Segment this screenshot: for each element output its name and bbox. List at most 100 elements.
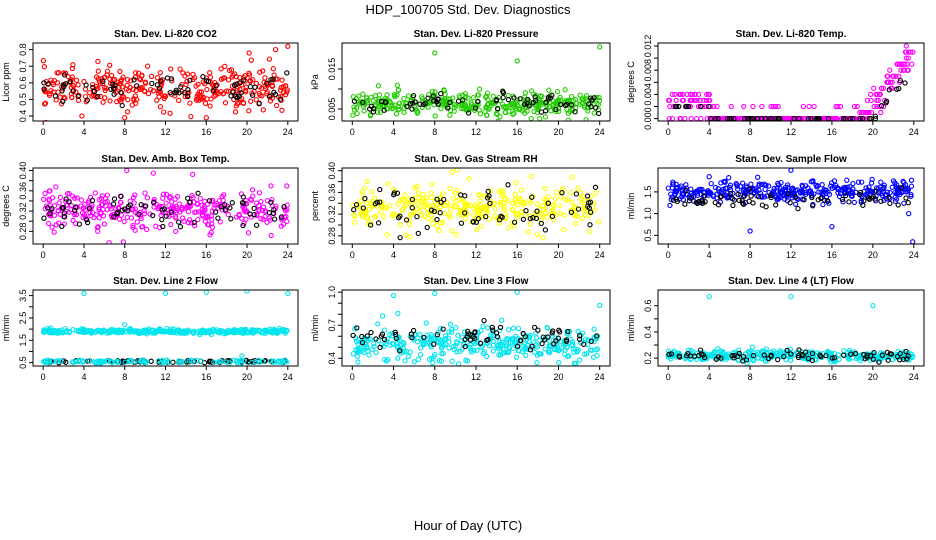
data-point <box>359 339 366 346</box>
chart-panel-6: Stan. Dev. Sample Flow ml/min 0 4 8 12 16 20 24 0… <box>626 154 925 260</box>
data-point <box>127 202 133 208</box>
data-point <box>177 209 183 215</box>
data-point <box>424 205 430 212</box>
data-point <box>477 198 483 204</box>
data-point <box>406 196 412 203</box>
data-point <box>890 73 896 79</box>
data-point <box>241 200 247 207</box>
data-point <box>815 183 821 189</box>
data-point <box>818 354 824 360</box>
data-point <box>45 220 52 227</box>
data-point <box>284 218 290 225</box>
data-point <box>831 184 838 190</box>
data-point <box>714 103 720 110</box>
data-point <box>591 207 598 213</box>
data-point <box>557 329 563 335</box>
data-point <box>81 211 88 218</box>
data-point <box>421 213 428 219</box>
data-point <box>411 359 417 365</box>
data-point <box>841 352 847 358</box>
data-point <box>826 191 833 198</box>
data-point <box>730 190 736 197</box>
data-point <box>567 108 573 115</box>
data-point <box>86 205 92 212</box>
data-point <box>801 197 807 203</box>
data-point <box>554 347 560 353</box>
data-point <box>505 97 512 103</box>
data-point <box>395 355 401 361</box>
data-point <box>561 212 567 218</box>
data-point <box>41 86 47 92</box>
data-point <box>881 197 887 203</box>
data-point <box>94 224 101 231</box>
data-point <box>737 183 744 189</box>
data-point <box>467 202 474 209</box>
data-point <box>505 182 511 188</box>
data-point <box>215 215 221 221</box>
data-points <box>41 168 290 244</box>
data-point <box>706 97 712 104</box>
data-point <box>528 173 535 180</box>
data-point <box>231 326 237 333</box>
data-point <box>435 339 442 346</box>
data-point <box>881 184 887 190</box>
data-point <box>243 208 250 214</box>
data-point <box>187 100 193 106</box>
data-point <box>594 352 600 359</box>
data-point <box>894 86 900 92</box>
data-point <box>470 94 476 101</box>
data-point <box>781 353 787 360</box>
data-point <box>406 216 413 222</box>
data-point <box>407 233 413 240</box>
data-point <box>187 77 193 83</box>
data-point <box>117 68 123 75</box>
data-point <box>596 110 602 117</box>
data-point <box>687 353 694 359</box>
data-point <box>115 204 122 211</box>
y-axis-label: ml/min <box>626 315 636 342</box>
y-tick-label: 0.6 <box>643 299 653 312</box>
data-point <box>183 81 189 88</box>
data-point <box>151 330 157 336</box>
data-point <box>713 353 719 359</box>
x-tick-label: 24 <box>283 127 293 137</box>
data-point <box>277 96 284 102</box>
data-point <box>582 211 588 218</box>
data-point <box>354 353 361 360</box>
data-point <box>390 292 397 299</box>
data-point <box>823 352 829 359</box>
data-point <box>683 187 689 194</box>
data-point <box>673 97 679 104</box>
data-point <box>871 85 877 91</box>
data-point <box>407 101 414 107</box>
data-point <box>470 218 476 225</box>
data-point <box>895 202 901 208</box>
data-point <box>360 99 366 106</box>
data-point <box>574 213 580 219</box>
data-point <box>591 110 597 116</box>
data-point <box>695 103 702 110</box>
data-point <box>795 349 801 356</box>
data-point <box>454 339 460 345</box>
data-point <box>831 178 838 184</box>
data-point <box>148 73 155 80</box>
data-point <box>866 109 872 116</box>
data-point <box>107 98 113 104</box>
chart-panel-5: Stan. Dev. Gas Stream RH percent 0 4 8 12 16 20… <box>310 154 611 260</box>
data-point <box>104 198 110 205</box>
plot-frame <box>32 42 299 122</box>
data-point <box>176 219 182 225</box>
data-point <box>250 92 256 98</box>
data-point <box>185 87 191 93</box>
y-tick-label: 0.28 <box>327 227 337 245</box>
data-point <box>417 203 424 210</box>
x-tick-label: 4 <box>81 250 86 260</box>
data-point <box>369 346 375 353</box>
data-point <box>350 212 357 218</box>
data-point <box>70 88 76 94</box>
data-point <box>748 181 754 187</box>
data-point <box>472 341 478 347</box>
data-point <box>788 168 794 173</box>
panel-grid: Stan. Dev. Li-820 CO2 Licor ppm 0 4 8 12 16 20 2… <box>1 29 925 382</box>
data-point <box>534 344 541 350</box>
